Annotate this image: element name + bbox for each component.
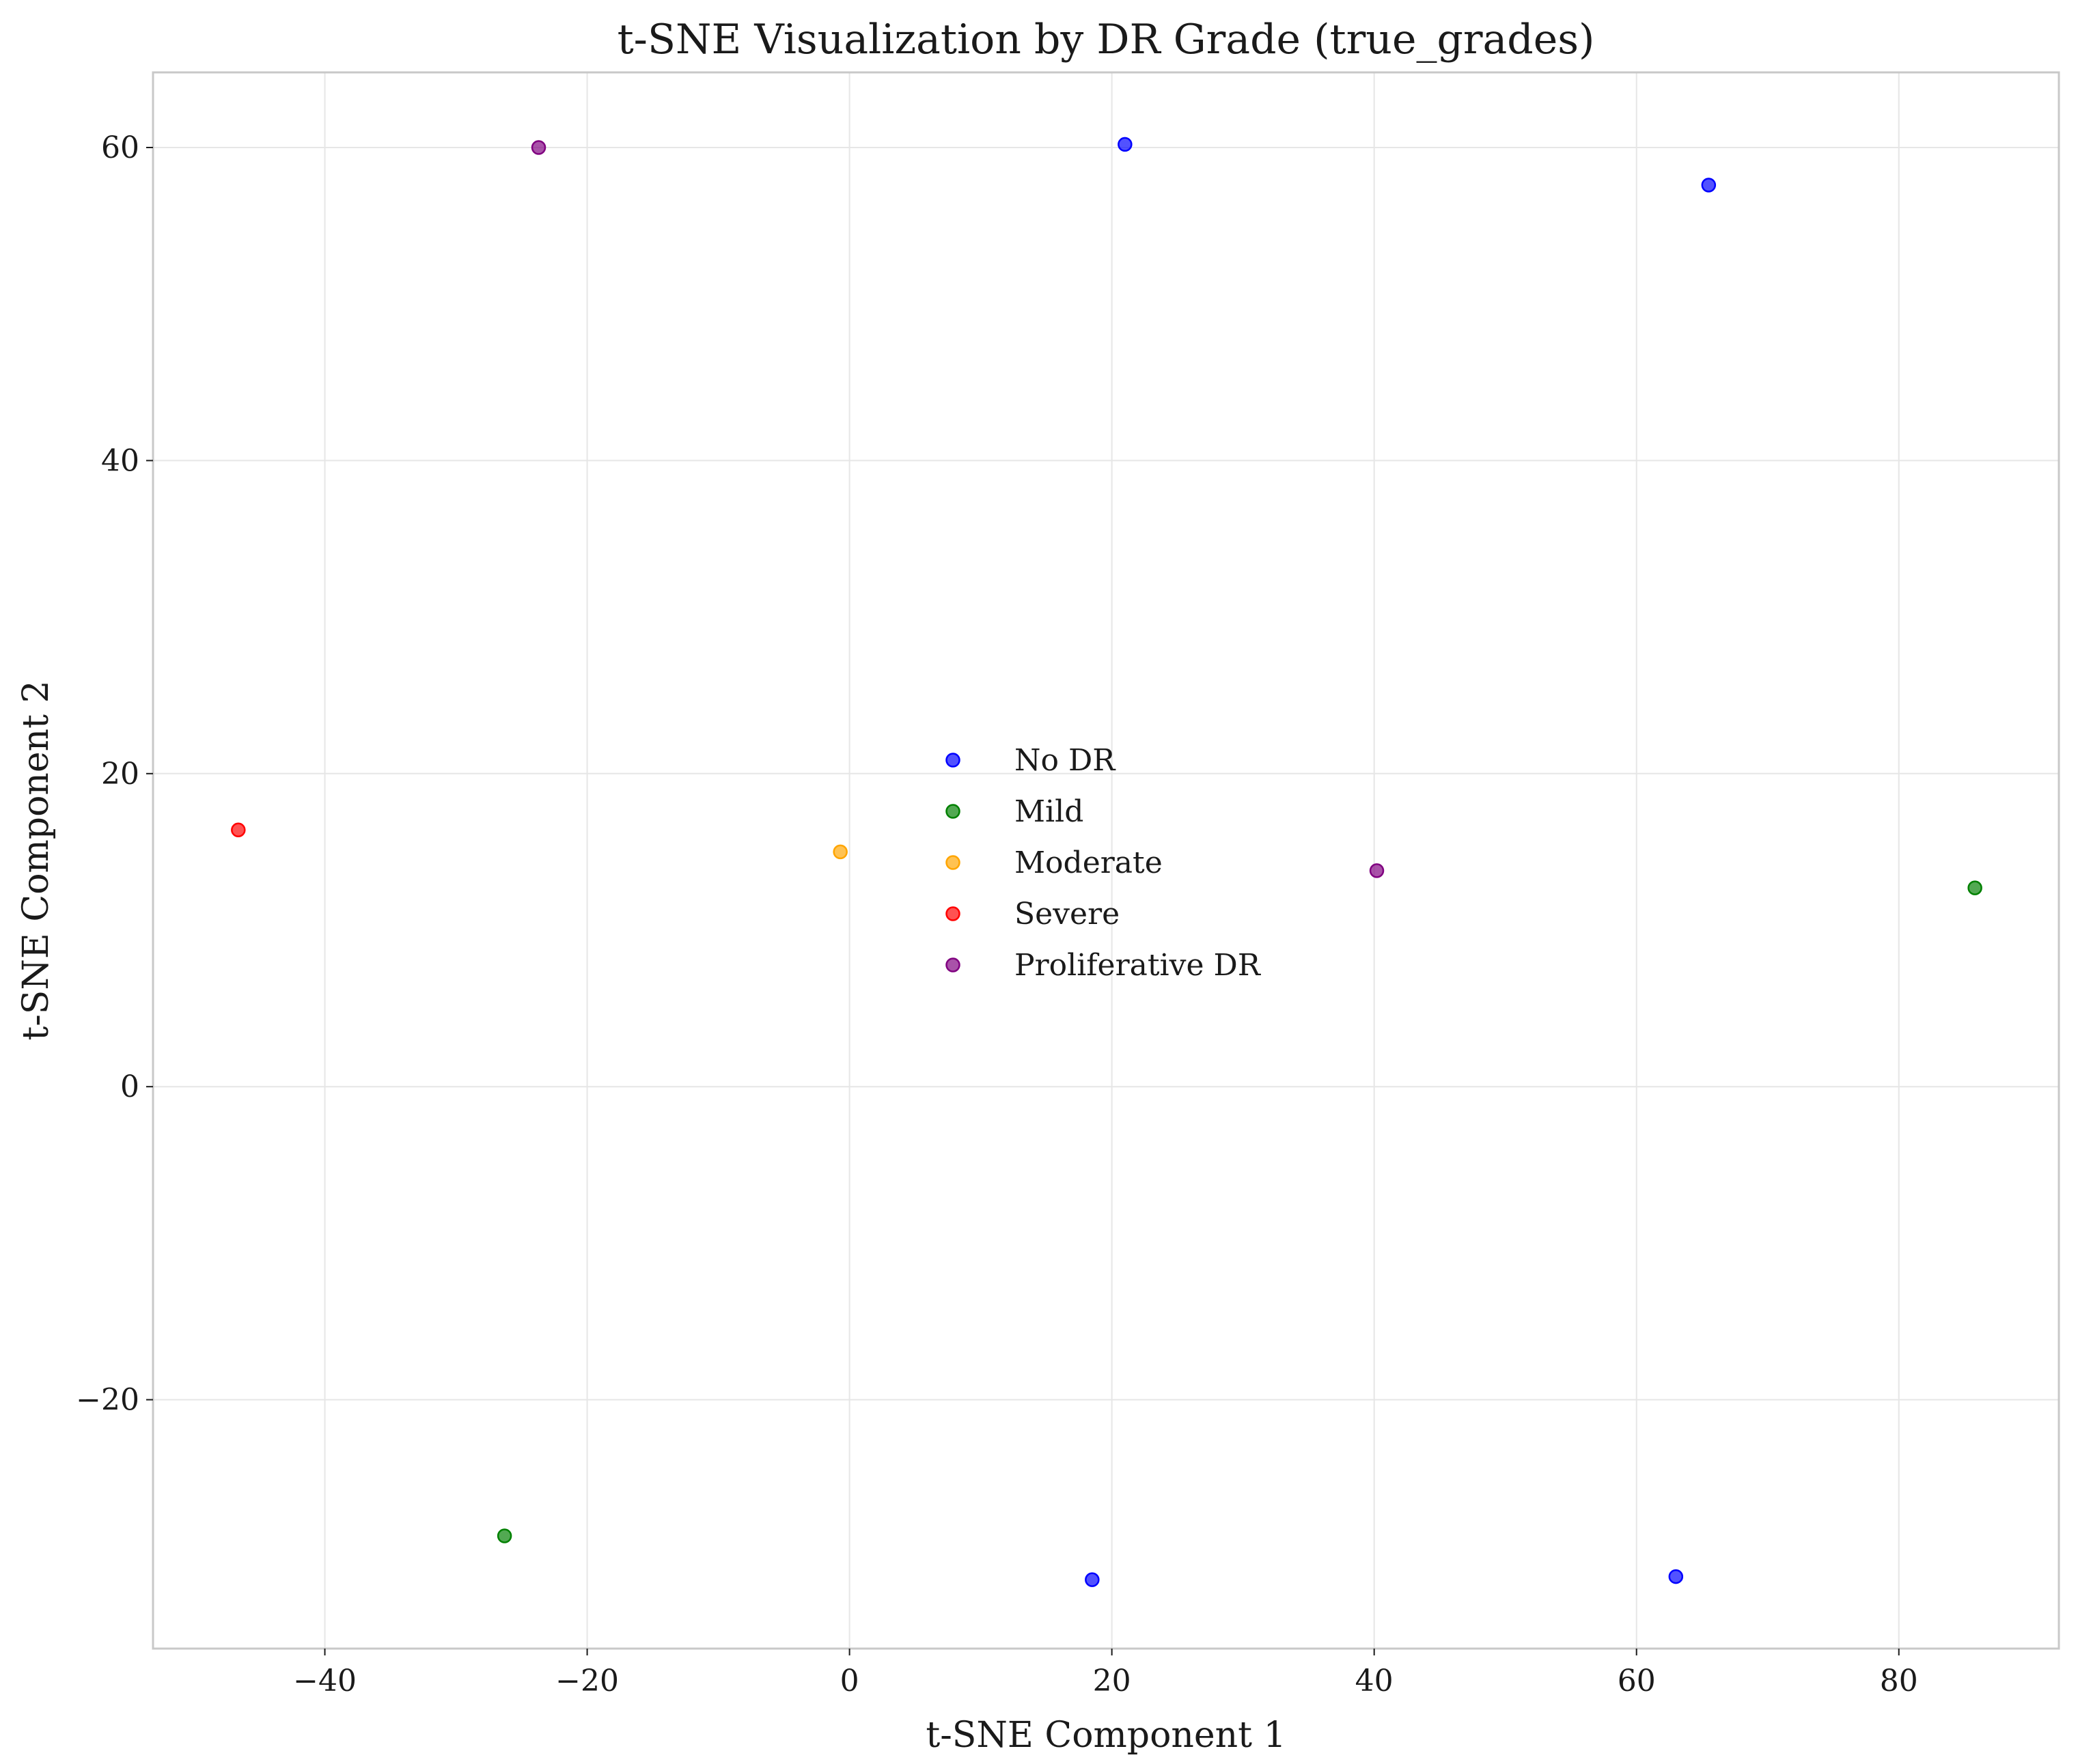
data-points [231, 137, 1982, 1587]
point-moderate [833, 844, 848, 860]
point-no-dr [1701, 178, 1717, 193]
x-tick-label: −40 [293, 1664, 357, 1698]
point-severe [231, 822, 246, 838]
legend-marker-proliferative-dr [945, 957, 960, 972]
chart-title: t-SNE Visualization by DR Grade (true_gr… [618, 16, 1595, 64]
x-tick-label: 80 [1880, 1664, 1918, 1698]
legend-marker-severe [945, 906, 960, 921]
y-tick-label: 60 [101, 130, 139, 165]
legend-marker-no-dr [945, 753, 960, 768]
y-tick-label: 40 [101, 443, 139, 478]
y-tick-label: −20 [76, 1383, 139, 1418]
legend-label-moderate: Moderate [1014, 845, 1163, 880]
legend-marker-mild [945, 804, 960, 819]
point-mild [1967, 880, 1982, 895]
point-proliferative-dr [1369, 863, 1385, 878]
x-tick-label: 60 [1618, 1664, 1656, 1698]
point-no-dr [1668, 1569, 1684, 1584]
legend-label-proliferative-dr: Proliferative DR [1014, 948, 1262, 983]
grid-lines [153, 72, 2059, 1649]
y-tick-label: 20 [101, 757, 139, 792]
y-axis-label: t-SNE Component 2 [16, 680, 57, 1040]
legend-label-severe: Severe [1014, 897, 1120, 932]
legend-label-no-dr: No DR [1014, 743, 1116, 778]
x-tick-label: −20 [555, 1664, 619, 1698]
x-tick-label: 40 [1355, 1664, 1394, 1698]
x-tick-label: 0 [840, 1664, 859, 1698]
point-no-dr [1085, 1572, 1100, 1587]
x-tick-label: 20 [1093, 1664, 1131, 1698]
axis-ticks: −40 −20 0 20 40 60 80 −20 0 20 40 60 [76, 130, 1918, 1698]
legend-marker-moderate [945, 855, 960, 870]
plot-area-frame [152, 71, 2060, 1650]
y-tick-label: 0 [120, 1069, 139, 1104]
legend: No DR Mild Moderate Severe Proliferative DR [945, 743, 1262, 983]
point-no-dr [1118, 137, 1133, 152]
x-axis-label: t-SNE Component 1 [926, 1715, 1286, 1756]
legend-label-mild: Mild [1014, 794, 1083, 829]
point-mild [497, 1528, 512, 1543]
point-proliferative-dr [531, 140, 546, 155]
